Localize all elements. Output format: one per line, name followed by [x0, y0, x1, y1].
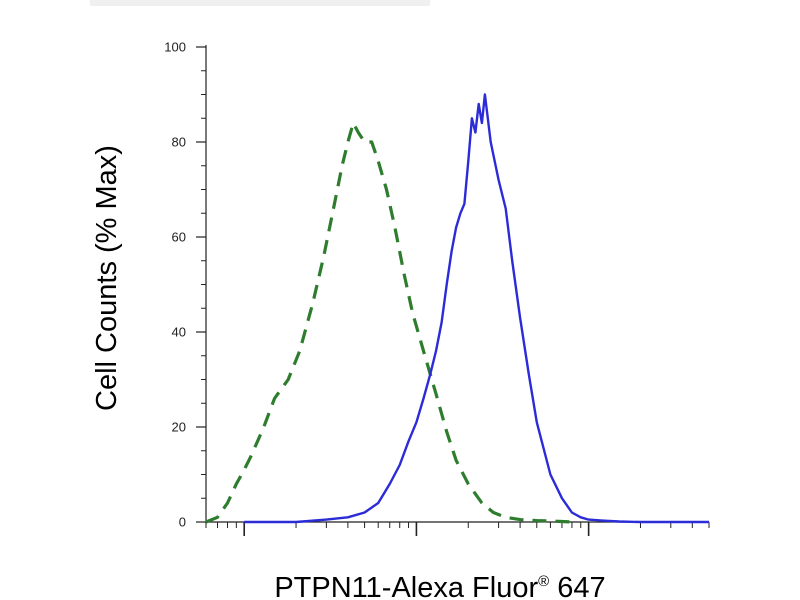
x-axis-title: PTPN11-Alexa Fluor® 647 [274, 572, 605, 600]
x-axis-title-main: PTPN11-Alexa Fluor [274, 572, 538, 600]
x-axis-ticks [205, 522, 710, 536]
y-tick-label: 0 [179, 515, 186, 530]
y-tick-label: 80 [172, 135, 186, 150]
y-axis-title: Cell Counts (% Max) [91, 145, 123, 411]
plot-series [205, 93, 709, 524]
x-axis-title-tail: 647 [549, 572, 605, 600]
y-tick-label: 20 [172, 420, 186, 435]
header-shadow [90, 0, 430, 6]
series-line-solid [244, 93, 709, 524]
y-tick-label: 100 [164, 40, 186, 55]
x-axis-title-registered-mark: ® [538, 573, 549, 590]
y-axis-ticks: 0 20 40 60 80 100 [164, 40, 206, 530]
y-tick-label: 40 [172, 325, 186, 340]
axes [205, 45, 709, 523]
series-line-dashed [205, 121, 572, 524]
y-tick-label: 60 [172, 230, 186, 245]
